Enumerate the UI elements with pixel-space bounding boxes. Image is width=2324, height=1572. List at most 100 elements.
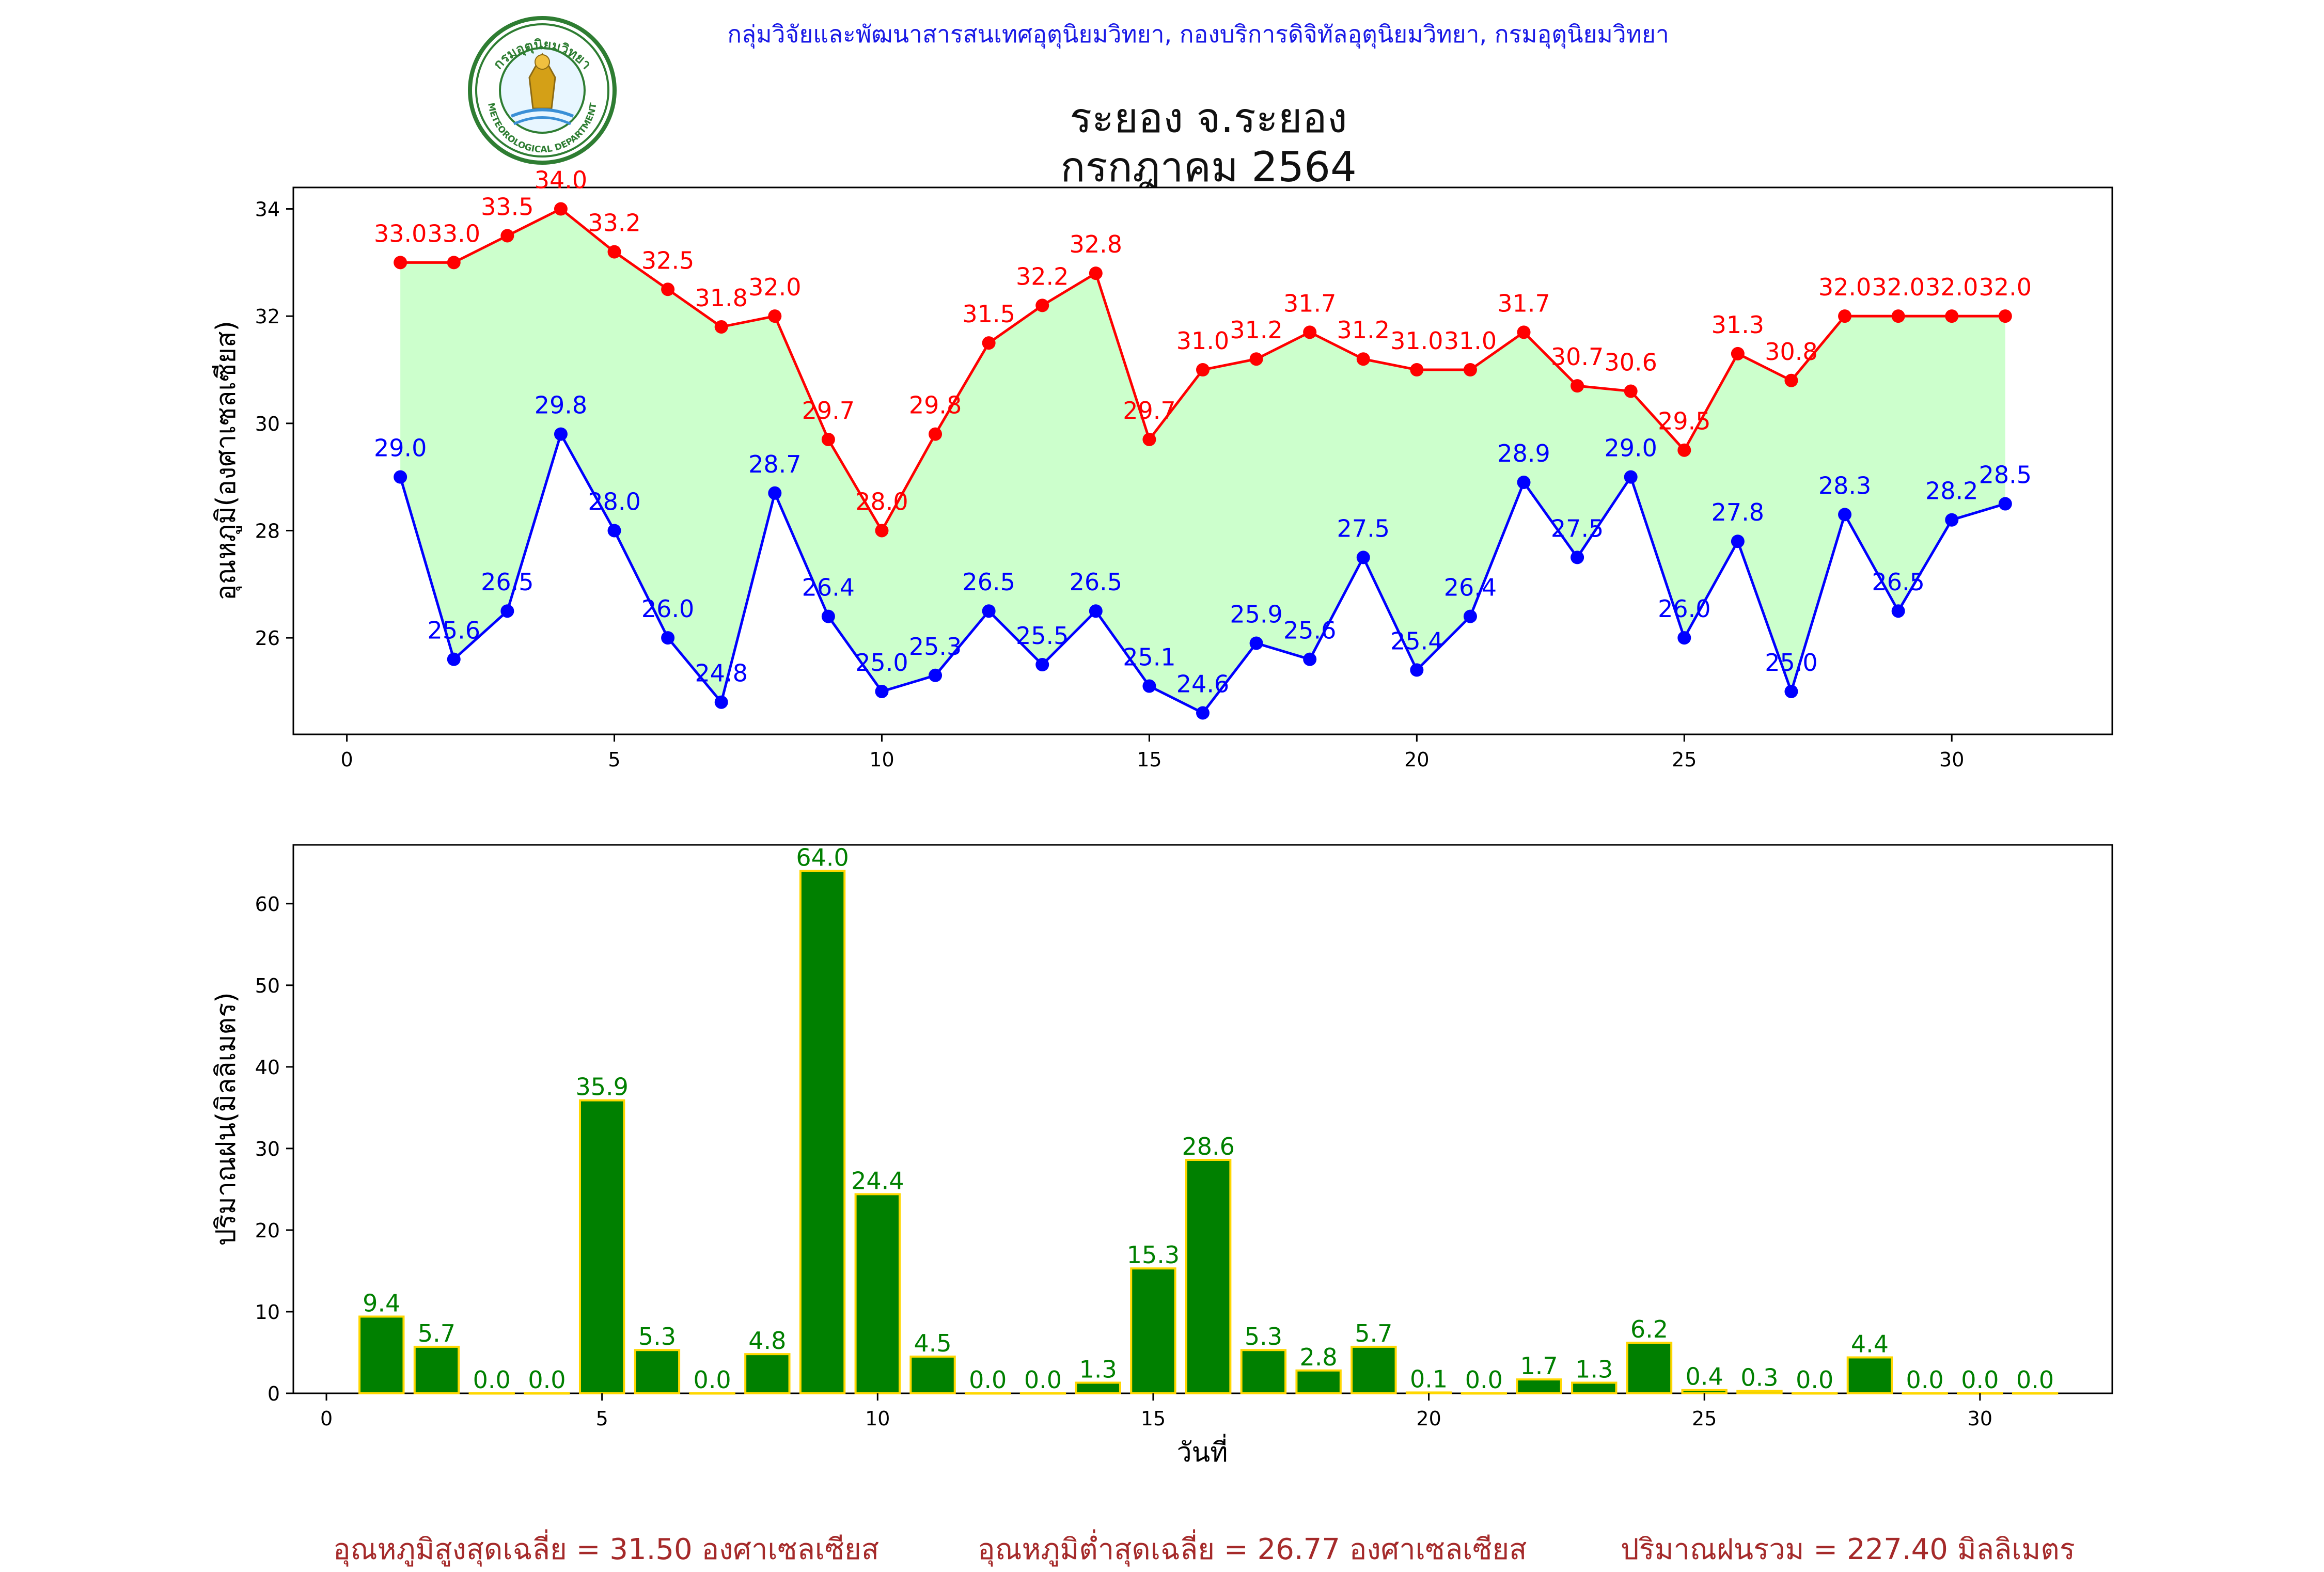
min-temperature-point xyxy=(1356,551,1370,564)
min-temperature-point xyxy=(1410,663,1424,677)
max-temperature-label: 31.3 xyxy=(1711,311,1764,339)
max-temperature-point xyxy=(1677,443,1691,457)
max-temperature-label: 31.5 xyxy=(962,300,1015,328)
min-temperature-label: 26.5 xyxy=(481,568,533,596)
max-temperature-label: 33.0 xyxy=(374,219,427,247)
temperature-y-tick-label: 34 xyxy=(255,198,280,221)
rainfall-y-tick-label: 40 xyxy=(255,1056,280,1079)
max-temperature-point xyxy=(1356,352,1370,366)
min-temperature-point xyxy=(1035,658,1049,672)
min-temperature-point xyxy=(929,668,943,682)
max-temperature-point xyxy=(1410,363,1424,376)
station-title: ระยอง จ.ระยอง xyxy=(1070,94,1347,142)
min-temperature-point xyxy=(1463,609,1477,623)
min-temperature-label: 25.3 xyxy=(909,633,962,661)
rainfall-y-tick-label: 30 xyxy=(255,1138,280,1160)
min-temperature-point xyxy=(714,695,728,709)
rainfall-bar xyxy=(1461,1392,1507,1395)
max-temperature-point xyxy=(1571,379,1584,393)
max-temperature-point xyxy=(1838,309,1852,323)
min-temperature-label: 24.6 xyxy=(1176,670,1229,698)
min-temperature-label: 26.5 xyxy=(1070,568,1122,596)
rainfall-bar-label: 9.4 xyxy=(363,1289,400,1317)
min-temperature-label: 26.0 xyxy=(1658,595,1710,623)
rainfall-y-tick-label: 60 xyxy=(255,893,280,916)
min-temperature-label: 25.6 xyxy=(428,617,480,644)
max-temperature-label: 30.6 xyxy=(1604,349,1657,376)
rainfall-bar-label: 0.0 xyxy=(2016,1366,2054,1394)
organization-header: กลุ่มวิจัยและพัฒนาสารสนเทศอุตุนิยมวิทยา,… xyxy=(727,20,1669,48)
rainfall-bar-label: 0.0 xyxy=(528,1366,566,1394)
temperature-x-tick-label: 20 xyxy=(1404,748,1429,771)
max-temperature-point xyxy=(1196,363,1210,376)
min-temperature-label: 26.5 xyxy=(1872,568,1924,596)
max-temperature-label: 31.7 xyxy=(1283,289,1336,317)
max-temperature-label: 31.2 xyxy=(1337,316,1390,344)
rainfall-x-tick-label: 0 xyxy=(320,1407,333,1430)
rainfall-bar xyxy=(1571,1381,1618,1394)
rainfall-bar-label: 0.1 xyxy=(1410,1365,1448,1393)
min-temperature-label: 26.0 xyxy=(641,595,694,623)
min-temperature-label: 27.5 xyxy=(1551,514,1604,542)
rainfall-bar-label: 1.3 xyxy=(1079,1355,1117,1383)
max-temperature-label: 28.0 xyxy=(855,488,908,515)
department-logo: กรมอุตุนิยมวิทยา METEOROLOGICAL DEPARTME… xyxy=(468,16,617,165)
max-temperature-label: 31.8 xyxy=(695,284,747,312)
min-temperature-point xyxy=(1891,604,1905,618)
max-temperature-point xyxy=(821,432,835,446)
max-temperature-label: 33.2 xyxy=(588,209,640,237)
rainfall-bar xyxy=(1240,1349,1287,1394)
min-temperature-label: 27.5 xyxy=(1337,514,1390,542)
max-temperature-point xyxy=(554,202,568,216)
max-temperature-point xyxy=(1463,363,1477,376)
min-temperature-label: 28.3 xyxy=(1818,471,1871,499)
min-temperature-label: 25.4 xyxy=(1390,627,1443,655)
max-temperature-point xyxy=(1249,352,1263,366)
min-temperature-point xyxy=(821,609,835,623)
rainfall-bar-label: 0.0 xyxy=(969,1366,1007,1394)
temperature-chart: 33.0 33.033.534.033.232.531.8 32.029.728.0… xyxy=(211,166,2113,771)
max-temperature-point xyxy=(1142,432,1156,446)
max-temperature-label: 31.0 xyxy=(1176,327,1229,355)
rainfall-y-tick-label: 0 xyxy=(268,1382,280,1405)
min-temperature-point xyxy=(875,684,889,698)
rainfall-bar-label: 28.6 xyxy=(1182,1133,1234,1160)
temperature-x-tick-label: 5 xyxy=(608,748,620,771)
max-temperature-label: 32.5 xyxy=(641,246,694,274)
max-temperature-label: 31.2 xyxy=(1230,316,1282,344)
min-temperature-point xyxy=(1571,551,1584,564)
max-temperature-point xyxy=(607,245,621,259)
rainfall-x-tick-label: 15 xyxy=(1141,1407,1166,1430)
min-temperature-point xyxy=(1624,470,1638,484)
rainfall-bar-label: 0.0 xyxy=(1024,1366,1062,1394)
min-temperature-point xyxy=(1998,497,2012,511)
temperature-x-tick-label: 15 xyxy=(1137,748,1161,771)
rainfall-bar-label: 1.3 xyxy=(1575,1355,1613,1383)
max-temperature-point xyxy=(1035,298,1049,312)
rainfall-bar xyxy=(744,1353,791,1394)
rainfall-bar xyxy=(1736,1390,1783,1395)
max-temperature-label: 32.0 xyxy=(1818,273,1871,301)
rainfall-bar xyxy=(2012,1392,2059,1395)
rainfall-bar xyxy=(965,1392,1011,1395)
rainfall-bar xyxy=(1351,1345,1397,1395)
temperature-y-tick-label: 30 xyxy=(255,413,280,435)
rainfall-bar-label: 0.3 xyxy=(1740,1363,1778,1391)
min-temperature-point xyxy=(1838,508,1852,522)
min-temperature-label: 28.9 xyxy=(1497,439,1550,467)
min-temperature-label: 25.6 xyxy=(1283,617,1336,644)
rainfall-bar xyxy=(413,1345,460,1395)
rainfall-y-tick-label: 10 xyxy=(255,1301,280,1324)
temperature-range-fill xyxy=(400,209,2005,713)
max-temperature-point xyxy=(1784,373,1798,387)
max-temperature-point xyxy=(661,282,675,296)
rainfall-bar-label: 4.5 xyxy=(914,1329,951,1357)
rainfall-bar-label: 0.4 xyxy=(1686,1363,1723,1391)
month-title: กรกฎาคม 2564 xyxy=(1060,143,1357,191)
min-temperature-label: 25.0 xyxy=(1765,649,1817,677)
rainfall-bar-label: 24.4 xyxy=(851,1167,904,1194)
rainfall-bar xyxy=(1295,1369,1342,1394)
min-temperature-label: 26.4 xyxy=(802,574,855,602)
min-temperature-point xyxy=(1089,604,1103,618)
max-temperature-label: 32.0 xyxy=(748,273,801,301)
